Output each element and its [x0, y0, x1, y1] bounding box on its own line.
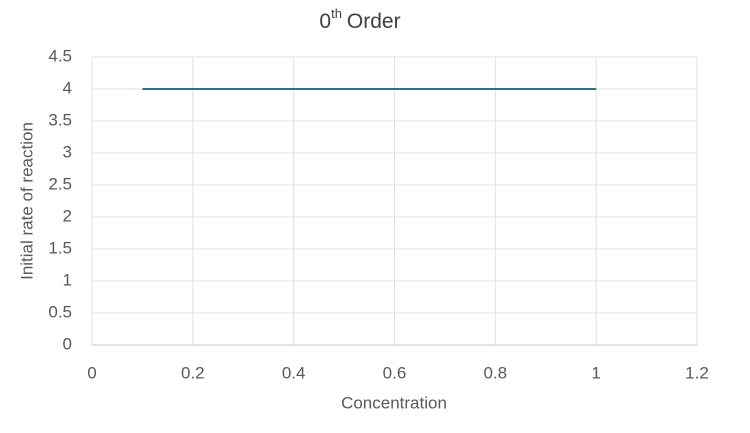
y-tick-label: 3.5	[48, 110, 72, 129]
y-tick-label: 0.5	[48, 302, 72, 321]
x-tick-label: 0.2	[181, 363, 205, 382]
title-part: Order	[347, 10, 401, 33]
y-tick-label: 4	[63, 78, 72, 97]
y-tick-label: 1	[63, 270, 72, 289]
y-tick-label: 3	[63, 142, 72, 161]
y-tick-label: 2.5	[48, 174, 72, 193]
chart-title: 0th Order	[319, 6, 400, 32]
x-tick-label: 0.4	[282, 363, 306, 382]
title-superscript: th	[331, 6, 342, 21]
title-part: 0	[319, 10, 331, 33]
x-tick-label: 1	[591, 363, 600, 382]
y-axis-label: Initial rate of reaction	[17, 122, 36, 280]
y-tick-label: 1.5	[48, 238, 72, 257]
y-tick-label: 2	[63, 206, 72, 225]
x-tick-label: 1.2	[685, 363, 709, 382]
x-axis-label: Concentration	[341, 393, 447, 412]
x-tick-label: 0.8	[484, 363, 508, 382]
y-tick-label: 0	[63, 334, 72, 353]
x-tick-label: 0.6	[383, 363, 407, 382]
y-tick-label: 4.5	[48, 46, 72, 65]
x-tick-label: 0	[87, 363, 96, 382]
